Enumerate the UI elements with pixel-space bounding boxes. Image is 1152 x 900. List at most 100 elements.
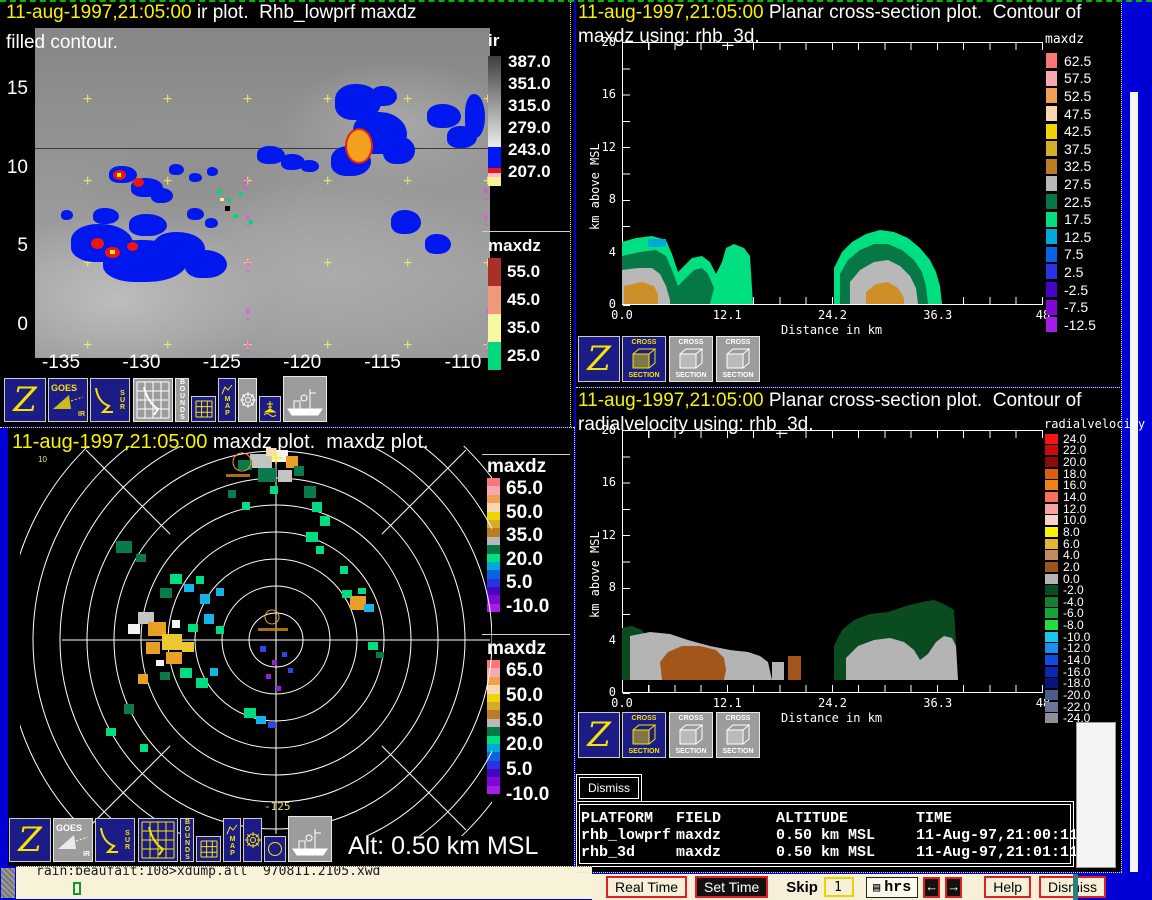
platform-symbol xyxy=(479,212,490,228)
panel-xs-velocity: 11-aug-1997,21:05:00 Planar cross-sectio… xyxy=(576,388,1145,872)
ship-button[interactable] xyxy=(283,376,327,422)
cross-section-button[interactable]: CROSS SECTION xyxy=(669,336,713,382)
step-forward-button[interactable] xyxy=(945,876,963,898)
y-ticks xyxy=(623,430,630,694)
cross-section-button[interactable]: CROSS SECTION xyxy=(669,712,713,758)
gear-icon xyxy=(244,832,261,848)
range-rings xyxy=(20,446,492,836)
x-ticks xyxy=(622,297,1043,304)
ppi-colorbar1-label: maxdz xyxy=(487,456,547,477)
zeb-menu-button[interactable]: Z xyxy=(4,378,46,422)
circle-overlay-button[interactable] xyxy=(264,836,286,862)
hours-unit-button[interactable]: hrs xyxy=(865,876,919,898)
panel-ir-satellite: 11-aug-1997,21:05:00 ir plot. Rhb_lowprf… xyxy=(0,0,574,427)
sur-label: SUR xyxy=(124,829,131,851)
map-button[interactable]: MAP xyxy=(218,378,236,422)
section-label: SECTION xyxy=(675,748,707,755)
timebar-dismiss-button[interactable]: Dismiss xyxy=(1039,876,1107,898)
zeb-menu-button[interactable]: Z xyxy=(9,818,51,862)
xs-maxdz-title-text: Planar cross-section plot. Contour of xyxy=(763,2,1082,23)
ir-panel-title: 11-aug-1997,21:05:00 ir plot. Rhb_lowprf… xyxy=(6,2,417,24)
grid-radar-button[interactable] xyxy=(133,378,173,422)
cube-icon xyxy=(726,724,751,745)
xs-vel-y-labels: 20 16 12 8 4 0 xyxy=(601,423,616,699)
surveillance-radar-button[interactable]: SUR xyxy=(95,818,135,862)
cross-section-button[interactable]: CROSS SECTION xyxy=(716,712,760,758)
surveillance-radar-button[interactable]: SUR xyxy=(90,378,130,422)
xs-maxdz-x-axis xyxy=(622,304,1043,305)
map-icon xyxy=(226,824,238,834)
azimuth-rings-button[interactable] xyxy=(238,378,257,422)
ppi-scope[interactable]: -125 10 xyxy=(20,446,492,836)
xs-vel-y-axis xyxy=(622,430,623,693)
ir-title-text: ir plot. Rhb_lowprf maxdz xyxy=(191,2,417,23)
sur-label: SUR xyxy=(119,389,126,411)
grid-icon xyxy=(195,400,212,418)
grid-radar-button[interactable] xyxy=(138,818,178,862)
cube-icon xyxy=(679,348,704,369)
bounds-label: BOUNDS xyxy=(179,379,186,421)
help-button[interactable]: Help xyxy=(984,876,1032,898)
map-button[interactable]: MAP xyxy=(223,818,241,862)
goes-ir-label: IR xyxy=(83,850,90,858)
mini-grid-button[interactable] xyxy=(191,396,216,422)
cross-section-button[interactable]: CROSS SECTION xyxy=(716,336,760,382)
status-dismiss-button[interactable]: Dismiss xyxy=(579,777,639,799)
xs-vel-x-title: Distance in km xyxy=(781,711,883,725)
xs-maxdz-colorbar-label: maxdz xyxy=(1045,32,1085,47)
divider xyxy=(570,0,571,427)
ir-colorbar-label: ir xyxy=(488,31,500,50)
buoy-icon xyxy=(263,401,277,417)
real-time-button[interactable]: Real Time xyxy=(606,876,688,898)
bounds-button[interactable]: BOUNDS xyxy=(180,818,194,862)
cross-section-button-active[interactable]: CROSS SECTION xyxy=(622,336,666,382)
cross-label: CROSS xyxy=(631,339,657,346)
goes-ir-button[interactable]: GOES IR xyxy=(48,378,88,422)
satellite-image[interactable] xyxy=(35,28,490,358)
divider xyxy=(576,872,1122,873)
right-scrollbar[interactable] xyxy=(1130,92,1138,872)
skip-label: Skip xyxy=(786,878,818,896)
teal-strip xyxy=(1073,874,1078,900)
status-scrollbar[interactable] xyxy=(1076,722,1116,868)
bounds-button[interactable]: BOUNDS xyxy=(175,378,189,422)
zeb-menu-button[interactable]: Z xyxy=(578,712,620,758)
panel-xs-maxdz: 11-aug-1997,21:05:00 Planar cross-sectio… xyxy=(576,0,1121,387)
x-ticks xyxy=(622,685,1043,692)
xs-maxdz-y-axis xyxy=(622,42,623,305)
xs-maxdz-contours xyxy=(622,230,942,304)
resize-handle[interactable] xyxy=(0,867,16,899)
xs-maxdz-y-labels: 20 16 12 8 4 0 xyxy=(601,35,616,311)
xs-vel-colorbar-label: radialvelocity xyxy=(1044,417,1146,431)
status-table: PLATFORM FIELD ALTITUDE TIME rhb_lowprf maxd… xyxy=(576,801,1079,867)
status-table-body: rhb_lowprf maxdz 0.50 km MSL 11-Aug-97,21:0… xyxy=(581,827,1079,861)
z-logo-icon: Z xyxy=(587,339,611,379)
terminal-cursor xyxy=(73,882,81,895)
xs-maxdz-top-axis xyxy=(622,42,1043,43)
azimuth-rings-button[interactable] xyxy=(243,818,262,862)
xs-vel-title-time: 11-aug-1997,21:05:00 xyxy=(578,390,764,411)
panel-ppi-radar: 11-aug-1997,21:05:00 maxdz plot. maxdz p… xyxy=(8,428,574,866)
z-logo-icon: Z xyxy=(13,380,37,420)
xs-maxdz-x-title: Distance in km xyxy=(781,323,883,337)
xs-maxdz-title-time: 11-aug-1997,21:05:00 xyxy=(578,2,764,23)
buoy-button[interactable] xyxy=(259,396,281,422)
status-table-row: rhb_3d maxdz 0.50 km MSL 11-Aug-97,21:01:11 xyxy=(581,844,1079,861)
goes-ir-button[interactable]: GOES IR xyxy=(53,818,93,862)
ship-button[interactable] xyxy=(288,816,332,862)
divider xyxy=(482,454,570,455)
xs-vel-x-axis xyxy=(622,692,1043,693)
hrs-label: hrs xyxy=(884,878,912,896)
z-logo-icon: Z xyxy=(587,715,611,755)
xs-vel-title: 11-aug-1997,21:05:00 Planar cross-sectio… xyxy=(578,390,1081,412)
mini-grid-button[interactable] xyxy=(196,836,221,862)
set-time-button[interactable]: Set Time xyxy=(695,876,769,898)
status-table-row: rhb_lowprf maxdz 0.50 km MSL 11-Aug-97,21:0… xyxy=(581,827,1079,844)
skip-value-input[interactable] xyxy=(823,877,854,897)
ir-x-axis-labels: -135 -130 -125 -120 -115 -110 xyxy=(41,352,482,373)
cross-section-button-active[interactable]: CROSS SECTION xyxy=(622,712,666,758)
zeb-menu-button[interactable]: Z xyxy=(578,336,620,382)
step-back-button[interactable] xyxy=(923,876,941,898)
terminal-window[interactable]: rain:beaufait:108>xdump.all 970811.2105.… xyxy=(16,866,592,899)
